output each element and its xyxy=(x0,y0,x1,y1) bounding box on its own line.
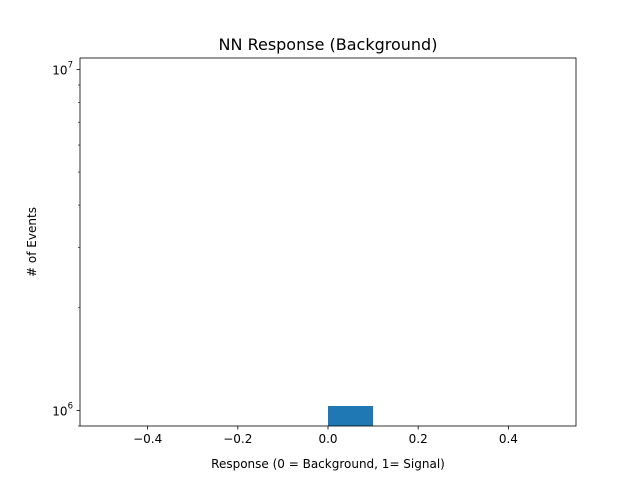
x-axis-ticks: −0.4 −0.2 0.0 0.2 0.4 xyxy=(133,426,518,446)
x-axis-label: Response (0 = Background, 1= Signal) xyxy=(211,457,445,471)
x-tick-label-2: 0.0 xyxy=(318,432,337,446)
x-tick-label-0: −0.4 xyxy=(133,432,162,446)
x-tick-label-4: 0.4 xyxy=(499,432,518,446)
histogram-bar-0 xyxy=(328,406,374,426)
y-tick-label-exponent-0: 6 xyxy=(68,401,73,411)
y-axis-label: # of Events xyxy=(25,207,39,277)
x-tick-label-3: 0.2 xyxy=(409,432,428,446)
y-tick-label-base-0: 10 xyxy=(52,404,67,418)
y-tick-label-1: 107 xyxy=(52,60,73,77)
y-tick-label-base-1: 10 xyxy=(52,63,67,77)
chart-title: NN Response (Background) xyxy=(219,35,438,54)
y-tick-label-exponent-1: 7 xyxy=(68,60,73,70)
bars-group xyxy=(328,406,374,426)
y-tick-label-0: 106 xyxy=(52,401,73,418)
x-tick-label-1: −0.2 xyxy=(223,432,252,446)
